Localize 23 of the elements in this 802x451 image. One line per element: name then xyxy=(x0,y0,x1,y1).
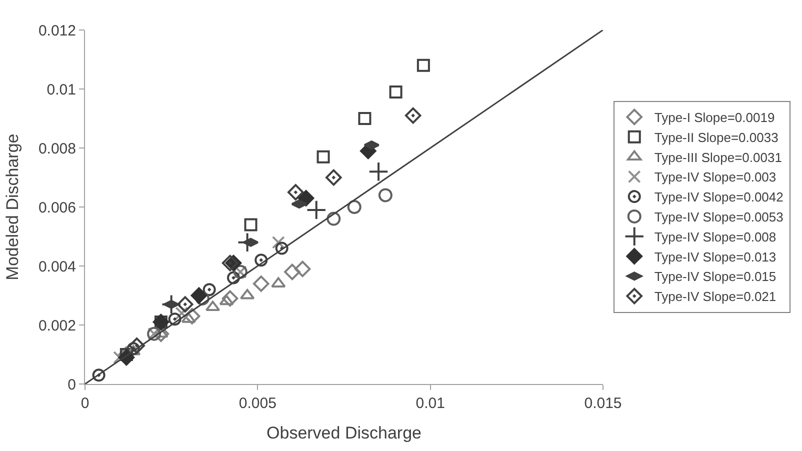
x-tick-label: 0.015 xyxy=(584,395,622,412)
y-tick-label: 0.004 xyxy=(38,258,76,276)
x-axis-title: Observed Discharge xyxy=(266,423,422,442)
x-tick-label: 0.005 xyxy=(238,395,276,412)
legend-label: Type-IV Slope=0.021 xyxy=(654,289,776,304)
y-tick-label: 0.01 xyxy=(46,81,76,98)
legend-label: Type-III Slope=0.0031 xyxy=(654,150,782,165)
y-tick-label: 0.012 xyxy=(38,22,76,40)
legend-label: Type-I Slope=0.0019 xyxy=(654,110,775,126)
y-tick-label: 0 xyxy=(68,376,76,394)
x-tick-label: 0.01 xyxy=(416,395,445,412)
legend-label: Type-IV Slope=0.0053 xyxy=(654,210,784,225)
y-tick-label: 0.008 xyxy=(38,140,76,158)
y-tick-label: 0.006 xyxy=(38,199,76,216)
y-axis-title: Modeled Discharge xyxy=(3,134,22,280)
x-tick-label: 0 xyxy=(80,395,90,412)
legend-label: Type-IV Slope=0.008 xyxy=(654,229,776,244)
legend-label: Type-IV Slope=0.013 xyxy=(654,249,776,264)
legend-label: Type-IV Slope=0.003 xyxy=(654,170,776,185)
y-tick-label: 0.002 xyxy=(38,317,76,334)
legend-label: Type-II Slope=0.0033 xyxy=(654,130,778,145)
legend-label: Type-IV Slope=0.015 xyxy=(654,269,776,284)
legend-label: Type-IV Slope=0.0042 xyxy=(654,190,784,205)
